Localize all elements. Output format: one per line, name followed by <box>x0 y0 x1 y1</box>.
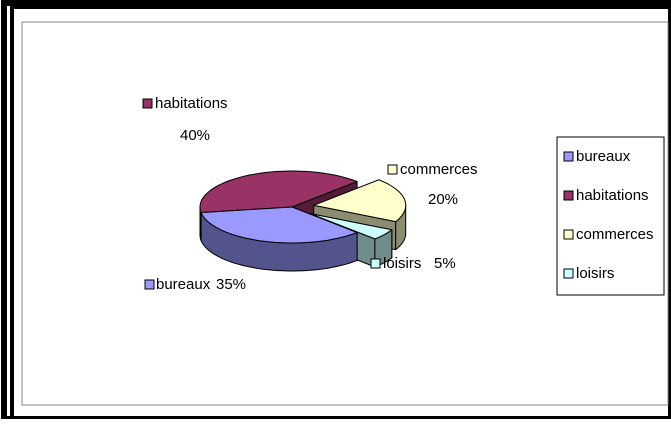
data-label-name: commerces <box>400 161 478 178</box>
data-label-value: 35% <box>216 276 246 293</box>
label-key <box>144 279 155 290</box>
legend-label: habitations <box>576 187 649 204</box>
legend-key <box>563 190 574 201</box>
data-label-value: 40% <box>180 127 210 144</box>
legend-box <box>556 136 665 296</box>
data-label-value: 5% <box>434 255 456 272</box>
slice <box>200 206 358 244</box>
legend-label: bureaux <box>576 148 631 165</box>
slice <box>309 213 393 240</box>
data-label-value: 20% <box>428 191 458 208</box>
legend-label: loisirs <box>576 265 614 282</box>
legend-key <box>563 151 574 162</box>
label-key <box>142 98 153 109</box>
slice <box>199 170 358 214</box>
data-label-name: bureaux <box>156 276 211 293</box>
label-key <box>370 258 381 269</box>
legend-key <box>563 229 574 240</box>
slice <box>313 179 407 223</box>
data-label-name: habitations <box>155 95 228 112</box>
data-label-name: loisirs <box>383 255 421 272</box>
legend-key <box>563 268 574 279</box>
legend-label: commerces <box>576 226 654 243</box>
label-key <box>387 164 398 175</box>
